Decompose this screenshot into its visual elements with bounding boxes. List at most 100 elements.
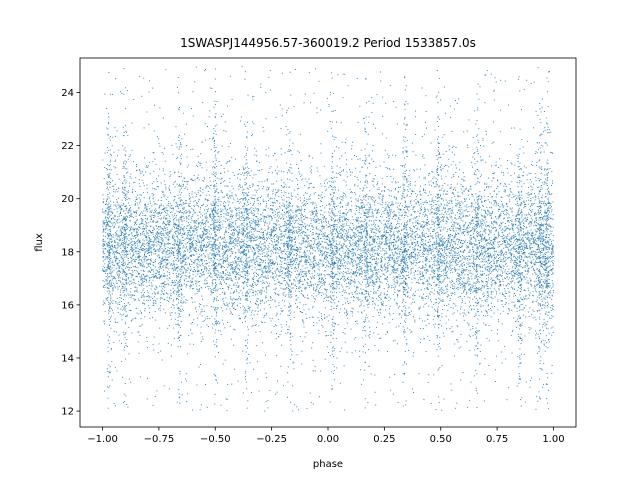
data-point: [538, 257, 540, 259]
data-point: [537, 304, 539, 306]
data-point: [105, 299, 107, 301]
data-point: [238, 241, 240, 243]
data-point: [548, 223, 550, 225]
data-point: [505, 236, 507, 237]
data-point: [535, 197, 537, 199]
data-point: [276, 166, 278, 168]
data-point: [371, 220, 372, 222]
data-point: [182, 228, 184, 229]
data-point: [333, 329, 335, 331]
data-point: [532, 302, 534, 303]
data-point: [256, 237, 258, 239]
data-point: [389, 239, 391, 241]
data-point: [292, 362, 294, 364]
data-point: [182, 266, 184, 268]
data-point: [470, 237, 472, 239]
data-point: [407, 189, 408, 191]
data-point: [117, 264, 119, 266]
data-point: [274, 235, 275, 237]
data-point: [367, 264, 369, 266]
data-point: [483, 145, 485, 147]
data-point: [520, 168, 522, 170]
data-point: [488, 325, 490, 326]
data-point: [308, 262, 310, 263]
data-point: [184, 211, 186, 213]
data-point: [370, 244, 372, 246]
data-point: [357, 254, 359, 255]
data-point: [473, 174, 475, 175]
data-point: [464, 230, 466, 232]
data-point: [339, 248, 340, 250]
data-point: [435, 264, 437, 266]
data-point: [511, 278, 512, 280]
data-point: [180, 270, 182, 272]
data-point: [324, 258, 326, 260]
data-point: [335, 219, 337, 221]
data-point: [414, 250, 416, 252]
data-point: [364, 275, 366, 277]
data-point: [148, 265, 150, 267]
data-point: [539, 304, 541, 306]
data-point: [364, 180, 366, 182]
data-point: [214, 204, 216, 206]
data-point: [483, 246, 485, 248]
data-point: [552, 218, 554, 220]
data-point: [312, 370, 314, 372]
data-point: [349, 244, 351, 246]
data-point: [387, 205, 389, 207]
data-point: [240, 259, 242, 261]
data-point: [459, 161, 461, 163]
data-point: [508, 295, 510, 297]
data-point: [436, 193, 438, 195]
data-point: [405, 277, 406, 279]
data-point: [505, 247, 507, 249]
data-point: [451, 216, 453, 218]
data-point: [186, 218, 188, 220]
data-point: [424, 298, 426, 300]
data-point: [364, 174, 366, 176]
data-point: [265, 287, 267, 289]
data-point: [304, 273, 306, 275]
data-point: [109, 324, 110, 326]
data-point: [239, 178, 241, 180]
data-point: [215, 341, 217, 343]
data-point: [106, 147, 108, 149]
data-point: [213, 264, 215, 266]
data-point: [348, 236, 349, 238]
data-point: [452, 174, 454, 176]
data-point: [369, 236, 371, 238]
data-point: [218, 279, 220, 281]
data-point: [158, 211, 160, 213]
data-point: [295, 221, 297, 223]
data-point: [404, 320, 405, 322]
data-point: [377, 246, 379, 247]
data-point: [347, 256, 349, 257]
data-point: [215, 279, 217, 281]
data-point: [481, 280, 483, 282]
data-point: [221, 292, 223, 294]
data-point: [203, 223, 205, 224]
data-point: [477, 213, 479, 215]
data-point: [145, 296, 147, 298]
data-point: [186, 275, 188, 277]
data-point: [331, 385, 333, 387]
data-point: [406, 251, 408, 253]
data-point: [140, 264, 142, 266]
data-point: [341, 284, 343, 286]
data-point: [505, 226, 507, 228]
data-point: [257, 273, 259, 275]
data-point: [397, 220, 399, 222]
data-point: [325, 247, 327, 249]
data-point: [245, 315, 247, 317]
data-point: [385, 206, 387, 208]
data-point: [476, 268, 478, 270]
data-point: [342, 235, 344, 237]
data-point: [359, 272, 361, 274]
data-point: [114, 251, 116, 253]
data-point: [466, 232, 468, 234]
data-point: [440, 175, 442, 177]
data-point: [354, 291, 356, 293]
data-point: [123, 307, 125, 309]
data-point: [160, 197, 162, 198]
data-point: [497, 241, 499, 243]
